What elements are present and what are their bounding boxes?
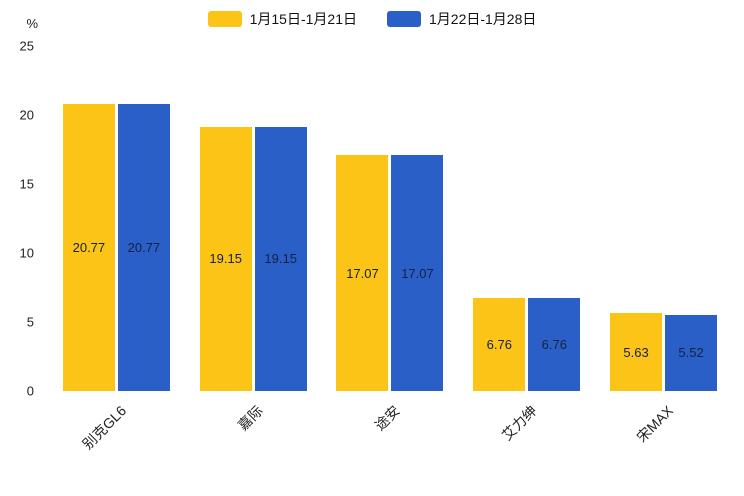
bar-value-label: 5.63 — [623, 344, 649, 360]
bar-value-label: 20.77 — [72, 240, 106, 256]
legend-label: 1月15日-1月21日 — [249, 11, 357, 27]
bar[interactable]: 5.63 — [610, 313, 663, 391]
y-tick-label: 0 — [26, 383, 34, 399]
legend-item[interactable]: 1月15日-1月21日 — [207, 9, 357, 29]
y-axis: % 0 5 10 15 20 25 — [0, 16, 38, 399]
y-tick-label: 10 — [19, 245, 34, 261]
legend-label: 1月22日-1月28日 — [429, 11, 537, 27]
bar-value-label: 5.52 — [678, 345, 704, 361]
y-tick-label: 15 — [19, 176, 34, 192]
category-label: 途安 — [371, 402, 403, 434]
bar-group: 19.15 19.15 嘉际 — [199, 46, 307, 434]
legend-swatch-icon — [387, 11, 421, 27]
bar-value-label: 17.07 — [346, 265, 379, 281]
bar[interactable]: 19.15 — [254, 126, 307, 391]
bar-group: 5.63 5.52 宋MAX — [610, 46, 718, 445]
chart-legend: 1月15日-1月21日 1月22日-1月28日 — [0, 8, 744, 30]
bar-group: 20.77 20.77 别克GL6 — [62, 46, 170, 452]
bar-value-label: 19.15 — [264, 251, 297, 267]
bar[interactable]: 20.77 — [117, 104, 170, 391]
y-axis-unit-label: % — [26, 16, 38, 31]
bar[interactable]: 20.77 — [62, 104, 115, 391]
bar[interactable]: 17.07 — [391, 155, 444, 391]
bar-value-label: 17.07 — [401, 265, 434, 281]
bar-value-label: 20.77 — [127, 240, 161, 256]
bar-value-label: 6.76 — [541, 336, 567, 352]
plot-area: 20.77 20.77 别克GL6 19.15 19.15 嘉际 17.07 17.07 途安 6… — [48, 46, 732, 452]
bar-value-label: 19.15 — [209, 251, 242, 267]
y-tick-label: 5 — [26, 314, 34, 330]
bar[interactable]: 6.76 — [473, 297, 526, 391]
legend-item[interactable]: 1月22日-1月28日 — [387, 9, 536, 29]
bar[interactable]: 5.52 — [665, 314, 718, 391]
y-tick-label: 20 — [19, 107, 34, 123]
bar[interactable]: 19.15 — [199, 126, 252, 391]
bar-group: 17.07 17.07 途安 — [336, 46, 444, 434]
bar[interactable]: 17.07 — [336, 155, 389, 391]
y-tick-label: 25 — [19, 38, 34, 54]
category-label: 艾力绅 — [498, 402, 540, 444]
category-label: 宋MAX — [633, 402, 677, 446]
category-label: 别克GL6 — [79, 402, 130, 453]
bar-value-label: 6.76 — [486, 336, 512, 352]
bar[interactable]: 6.76 — [528, 297, 581, 391]
bar-group: 6.76 6.76 艾力绅 — [473, 46, 581, 443]
legend-swatch-icon — [207, 11, 242, 27]
category-label: 嘉际 — [234, 402, 266, 434]
